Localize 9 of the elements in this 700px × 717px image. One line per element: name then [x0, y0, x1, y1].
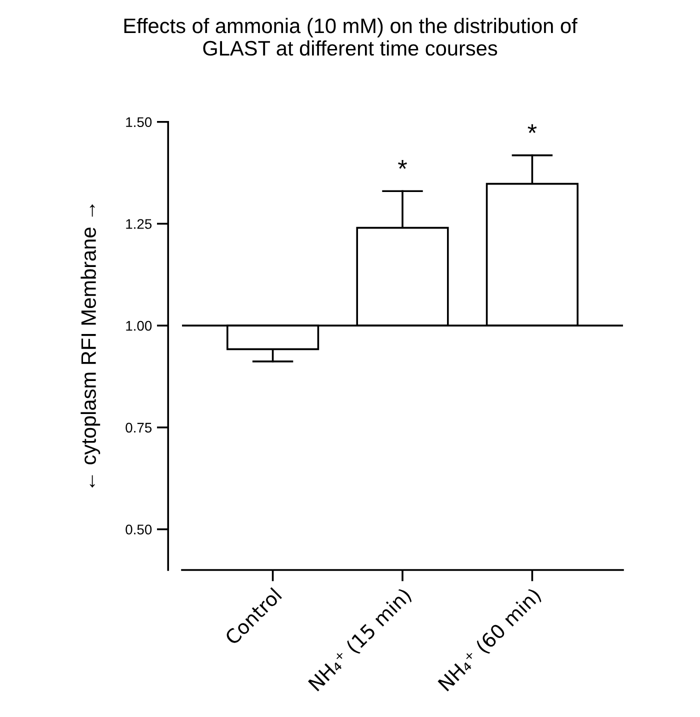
y-axis-title: ← cytoplasm RFI Membrane →	[80, 204, 100, 488]
y-tick-label: 1.50	[126, 117, 152, 128]
y-tick-label: 1.00	[126, 320, 152, 331]
annotation: *	[398, 160, 407, 169]
chart-title: Effects of ammonia (10 mM) on the distribution of GLAST at different time courses	[124, 18, 578, 56]
y-tick-label: 1.25	[126, 219, 152, 229]
annotation: *	[528, 124, 537, 133]
y-tick-label: 0.75	[126, 422, 152, 433]
y-tick-label: 0.50	[126, 524, 152, 534]
